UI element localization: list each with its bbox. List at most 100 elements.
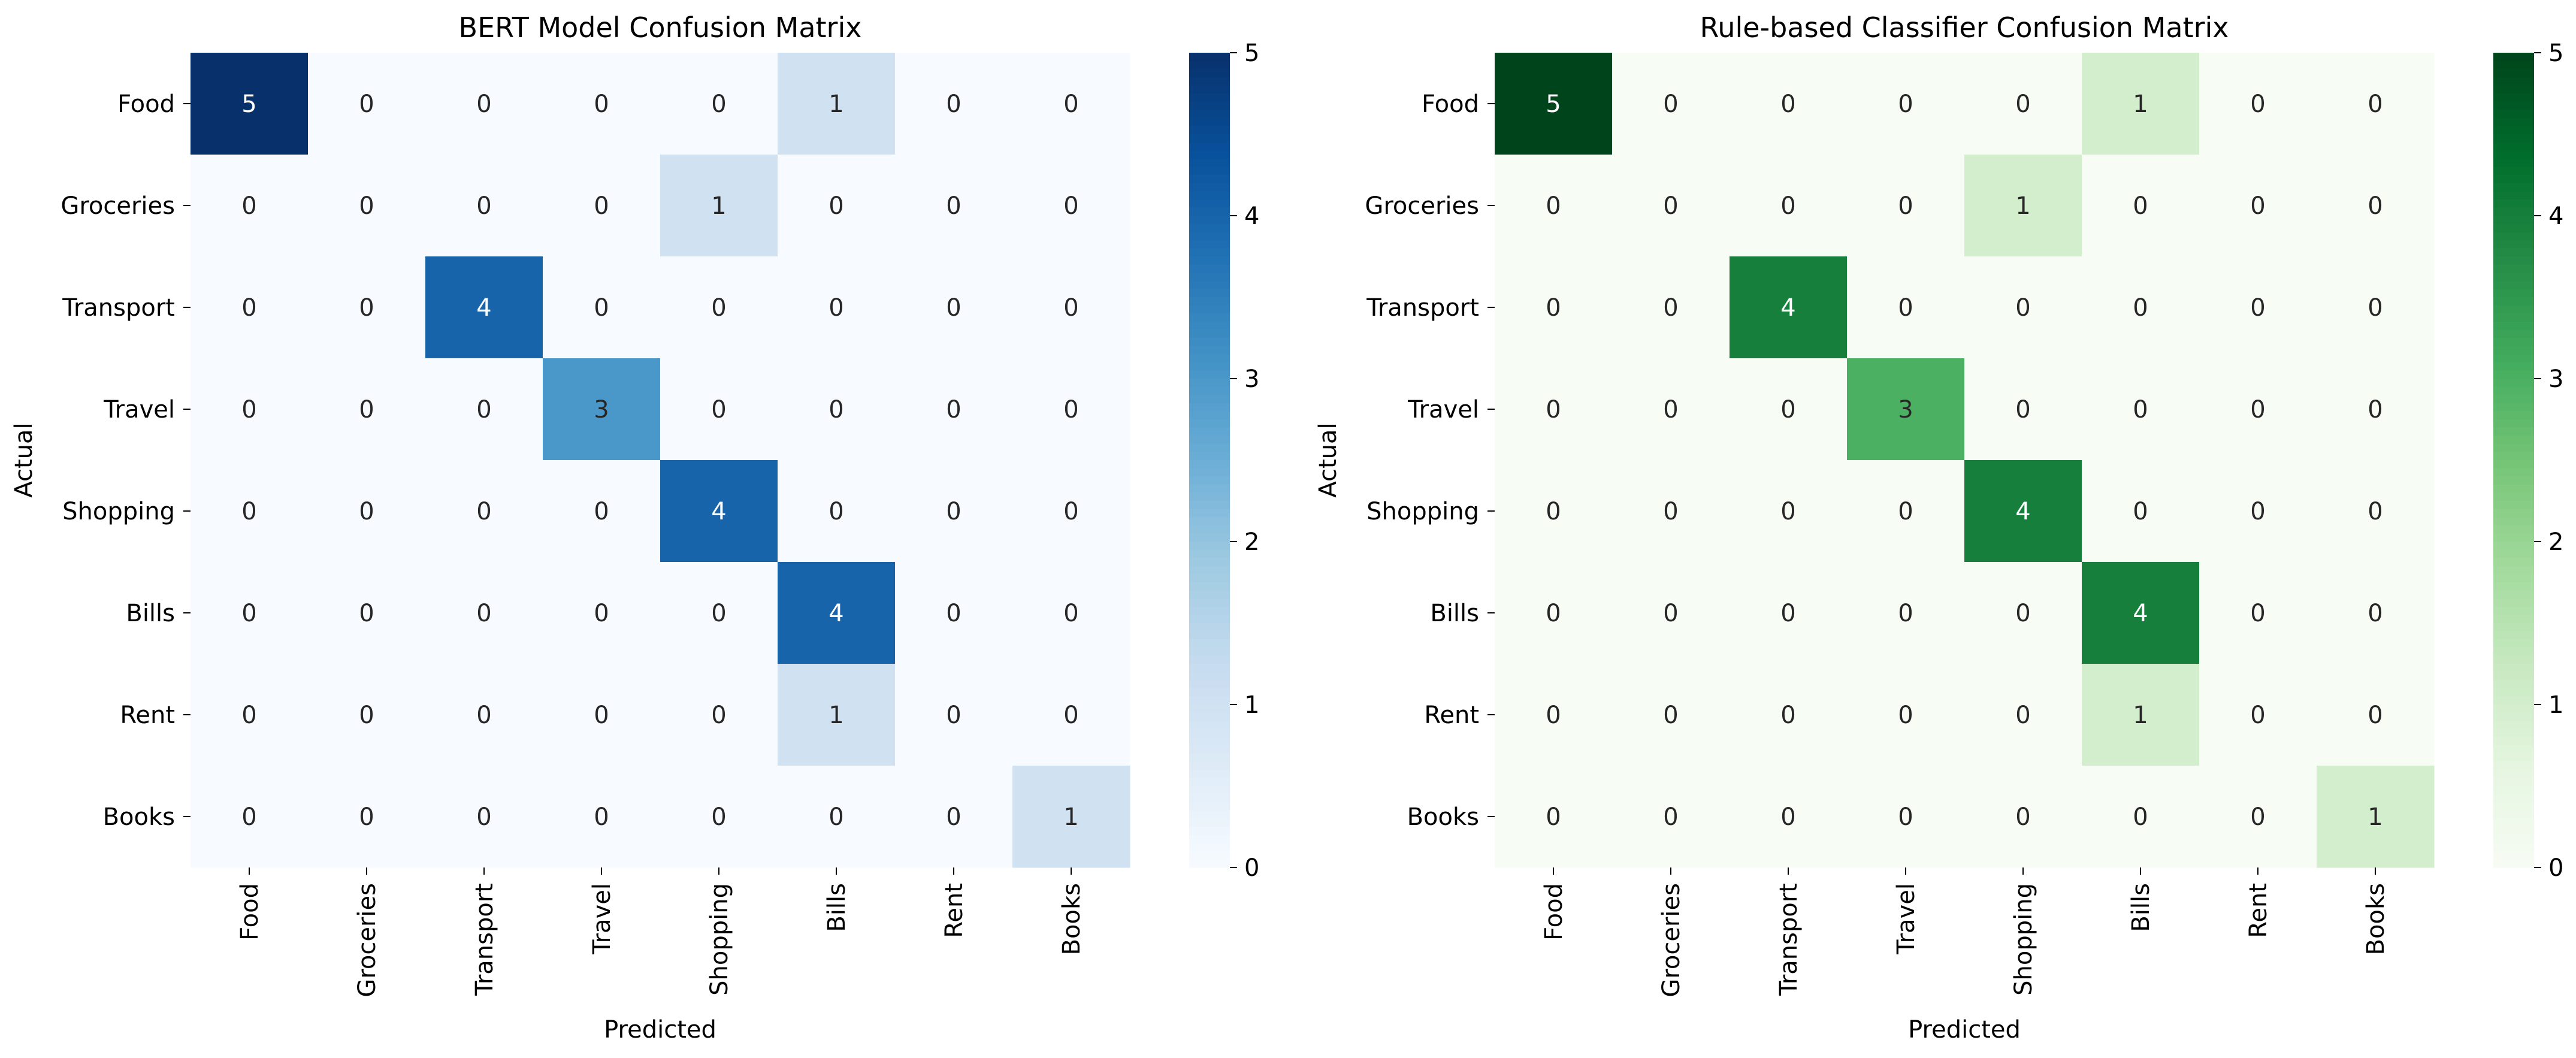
- bert-colorbar-segment: [1189, 354, 1230, 363]
- rule-based-cell-label-3-3: 3: [1898, 396, 1913, 424]
- rule-based-cell-4-1: [1612, 460, 1730, 563]
- bert-cell-5-3: [543, 562, 661, 664]
- bert-y-tick-label-6: Rent: [120, 702, 175, 729]
- rule-based-cell-4-5: [2082, 460, 2200, 563]
- rule-based-colorbar-segment: [2493, 264, 2534, 273]
- bert-colorbar-segment: [1189, 411, 1230, 420]
- bert-colorbar-tick-label-1: 1: [1244, 691, 1259, 719]
- bert-cell-label-1-1: 0: [359, 192, 374, 220]
- bert-cell-label-5-5: 4: [829, 600, 843, 627]
- rule-based-cell-2-2: [1730, 256, 1848, 359]
- bert-cell-2-5: [778, 256, 896, 359]
- bert-cell-label-7-0: 0: [241, 803, 256, 831]
- bert-cell-1-4: [660, 155, 778, 257]
- rule-based-colorbar-segment: [2493, 615, 2534, 624]
- bert-colorbar-segment: [1189, 280, 1230, 289]
- rule-based-cell-label-6-7: 0: [2368, 702, 2383, 729]
- bert-colorbar-segment: [1189, 517, 1230, 526]
- bert-cell-label-1-2: 0: [476, 192, 491, 220]
- rule-based-colorbar-segment: [2493, 403, 2534, 412]
- rule-based-colorbar-segment: [2493, 843, 2534, 852]
- bert-cell-6-3: [543, 664, 661, 766]
- rule-based-colorbar-segment: [2493, 386, 2534, 395]
- bert-colorbar-segment: [1189, 582, 1230, 591]
- bert-colorbar-segment: [1189, 533, 1230, 542]
- rule-based-colorbar-segment: [2493, 818, 2534, 827]
- rule-based-y-tick-label-6: Rent: [1424, 702, 1479, 729]
- bert-colorbar-segment: [1189, 419, 1230, 428]
- rule-based-cell-label-4-1: 0: [1663, 498, 1678, 525]
- bert-cell-0-2: [425, 53, 543, 155]
- bert-cell-6-2: [425, 664, 543, 766]
- rule-based-colorbar-tick-label-4: 4: [2548, 202, 2563, 230]
- rule-based-cell-label-5-2: 0: [1780, 600, 1795, 627]
- rule-based-colorbar-segment: [2493, 688, 2534, 697]
- bert-cell-label-7-4: 0: [711, 803, 726, 831]
- rule-based-colorbar-segment: [2493, 321, 2534, 330]
- rule-based-colorbar-tick-label-2: 2: [2548, 528, 2563, 556]
- bert-cell-label-4-6: 0: [946, 498, 961, 525]
- bert-cell-1-7: [1012, 155, 1130, 257]
- bert-x-tick-label-4: Shopping: [706, 883, 733, 996]
- bert-x-tick-label-0: Food: [236, 883, 264, 941]
- rule-based-colorbar-segment: [2493, 582, 2534, 591]
- bert-cell-0-1: [308, 53, 426, 155]
- rule-based-colorbar-segment: [2493, 85, 2534, 94]
- rule-based-cell-0-6: [2199, 53, 2317, 155]
- rule-based-colorbar-segment: [2493, 313, 2534, 322]
- bert-colorbar-segment: [1189, 542, 1230, 551]
- rule-based-cell-3-4: [1964, 358, 2082, 461]
- rule-based-cell-label-0-2: 0: [1780, 90, 1795, 118]
- rule-based-colorbar-segment: [2493, 150, 2534, 159]
- bert-confusion-matrix-panel: BERT Model Confusion Matrix 5 0 0 0 0 1 0 0 0 0 0 0 1…: [10, 11, 1259, 1044]
- bert-cell-label-5-2: 0: [476, 600, 491, 627]
- rule-based-colorbar-segment: [2493, 664, 2534, 673]
- bert-colorbar-segment: [1189, 436, 1230, 445]
- bert-cell-3-7: [1012, 358, 1130, 461]
- bert-colorbar-segment: [1189, 117, 1230, 126]
- rule-based-cell-2-4: [1964, 256, 2082, 359]
- rule-based-cell-label-0-7: 0: [2368, 90, 2383, 118]
- bert-cell-0-0: [191, 53, 309, 155]
- rule-based-colorbar-segment: [2493, 460, 2534, 469]
- bert-y-tick-label-0: Food: [117, 90, 175, 118]
- bert-cell-label-7-7: 1: [1063, 803, 1078, 831]
- bert-cell-4-5: [778, 460, 896, 563]
- bert-cell-4-7: [1012, 460, 1130, 563]
- bert-y-tick-label-4: Shopping: [62, 498, 175, 525]
- bert-cell-label-3-2: 0: [476, 396, 491, 424]
- bert-cell-7-7: [1012, 766, 1130, 868]
- bert-colorbar-segment: [1189, 810, 1230, 819]
- rule-based-colorbar-segment: [2493, 69, 2534, 78]
- bert-colorbar-tick-label-2: 2: [1244, 528, 1259, 556]
- rule-based-cell-7-3: [1847, 766, 1965, 868]
- rule-based-cell-label-0-5: 1: [2133, 90, 2148, 118]
- bert-cell-label-4-3: 0: [594, 498, 609, 525]
- bert-x-tick-label-5: Bills: [823, 883, 851, 932]
- bert-cell-label-5-7: 0: [1063, 600, 1078, 627]
- bert-colorbar-segment: [1189, 818, 1230, 827]
- rule-based-cell-1-2: [1730, 155, 1848, 257]
- rule-based-cell-1-5: [2082, 155, 2200, 257]
- rule-based-cell-7-5: [2082, 766, 2200, 868]
- rule-based-cell-label-0-1: 0: [1663, 90, 1678, 118]
- rule-based-colorbar-tick-label-0: 0: [2548, 854, 2563, 882]
- bert-colorbar-segment: [1189, 615, 1230, 624]
- bert-colorbar-segment: [1189, 460, 1230, 469]
- bert-colorbar-segment: [1189, 443, 1230, 452]
- bert-cell-4-2: [425, 460, 543, 563]
- rule-based-colorbar-segment: [2493, 549, 2534, 558]
- rule-based-cell-label-1-4: 1: [2015, 192, 2030, 220]
- rule-based-colorbar-segment: [2493, 297, 2534, 306]
- rule-based-colorbar-segment: [2493, 827, 2534, 836]
- rule-based-colorbar-segment: [2493, 175, 2534, 184]
- rule-based-colorbar-tick-label-5: 5: [2548, 40, 2563, 67]
- bert-cell-label-4-2: 0: [476, 498, 491, 525]
- rule-based-cell-label-2-3: 0: [1898, 294, 1913, 322]
- bert-colorbar-segment: [1189, 606, 1230, 615]
- bert-colorbar-segment: [1189, 330, 1230, 338]
- bert-cell-label-6-7: 0: [1063, 702, 1078, 729]
- rule-based-cell-2-0: [1495, 256, 1613, 359]
